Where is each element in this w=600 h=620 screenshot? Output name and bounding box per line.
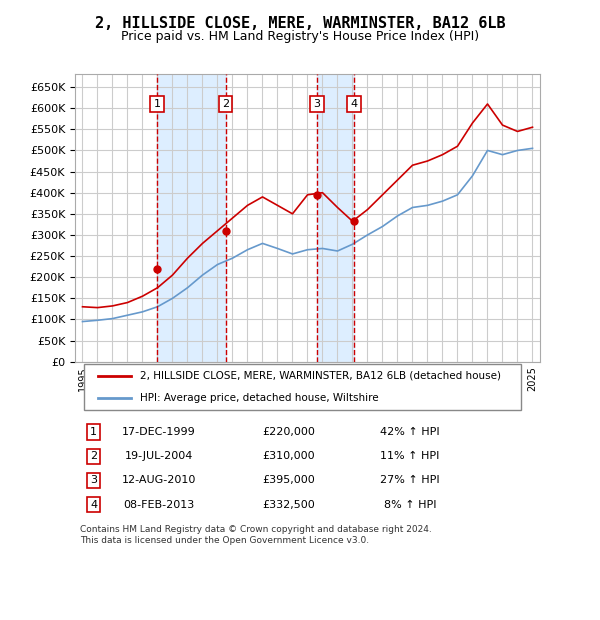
- Bar: [317, 74, 354, 361]
- Text: 1: 1: [154, 99, 160, 109]
- FancyBboxPatch shape: [84, 364, 521, 410]
- Text: £310,000: £310,000: [263, 451, 315, 461]
- Text: 11% ↑ HPI: 11% ↑ HPI: [380, 451, 439, 461]
- Text: 4: 4: [350, 99, 358, 109]
- Text: 08-FEB-2013: 08-FEB-2013: [123, 500, 194, 510]
- Text: 3: 3: [313, 99, 320, 109]
- Text: 2, HILLSIDE CLOSE, MERE, WARMINSTER, BA12 6LB: 2, HILLSIDE CLOSE, MERE, WARMINSTER, BA1…: [95, 16, 505, 30]
- Text: Price paid vs. HM Land Registry's House Price Index (HPI): Price paid vs. HM Land Registry's House …: [121, 30, 479, 43]
- Text: 17-DEC-1999: 17-DEC-1999: [122, 427, 196, 437]
- Text: 4: 4: [90, 500, 97, 510]
- Text: Contains HM Land Registry data © Crown copyright and database right 2024.
This d: Contains HM Land Registry data © Crown c…: [80, 525, 431, 544]
- Text: £395,000: £395,000: [263, 476, 315, 485]
- Text: 3: 3: [90, 476, 97, 485]
- Text: 27% ↑ HPI: 27% ↑ HPI: [380, 476, 440, 485]
- Text: 19-JUL-2004: 19-JUL-2004: [125, 451, 193, 461]
- Text: £220,000: £220,000: [262, 427, 316, 437]
- Text: £332,500: £332,500: [263, 500, 315, 510]
- Bar: [157, 74, 226, 361]
- Text: 12-AUG-2010: 12-AUG-2010: [122, 476, 196, 485]
- Text: 1: 1: [90, 427, 97, 437]
- Text: 2: 2: [90, 451, 97, 461]
- Text: 2: 2: [222, 99, 229, 109]
- Text: HPI: Average price, detached house, Wiltshire: HPI: Average price, detached house, Wilt…: [140, 393, 379, 403]
- Text: 8% ↑ HPI: 8% ↑ HPI: [383, 500, 436, 510]
- Text: 2, HILLSIDE CLOSE, MERE, WARMINSTER, BA12 6LB (detached house): 2, HILLSIDE CLOSE, MERE, WARMINSTER, BA1…: [140, 371, 501, 381]
- Text: 42% ↑ HPI: 42% ↑ HPI: [380, 427, 440, 437]
